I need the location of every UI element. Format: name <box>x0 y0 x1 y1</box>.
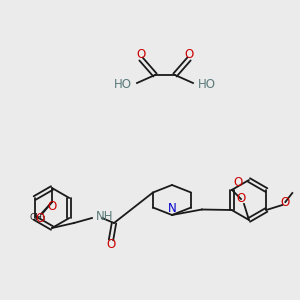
Text: O: O <box>236 193 246 206</box>
Text: O: O <box>281 196 290 208</box>
Text: O: O <box>136 49 146 62</box>
Text: O: O <box>184 49 194 62</box>
Text: HO: HO <box>114 79 132 92</box>
Text: NH: NH <box>96 211 113 224</box>
Text: O: O <box>233 176 243 188</box>
Text: HO: HO <box>198 79 216 92</box>
Text: CH₃: CH₃ <box>30 214 46 223</box>
Text: N: N <box>168 202 176 215</box>
Text: O: O <box>106 238 116 251</box>
Text: O: O <box>47 200 57 214</box>
Text: O: O <box>35 212 45 226</box>
